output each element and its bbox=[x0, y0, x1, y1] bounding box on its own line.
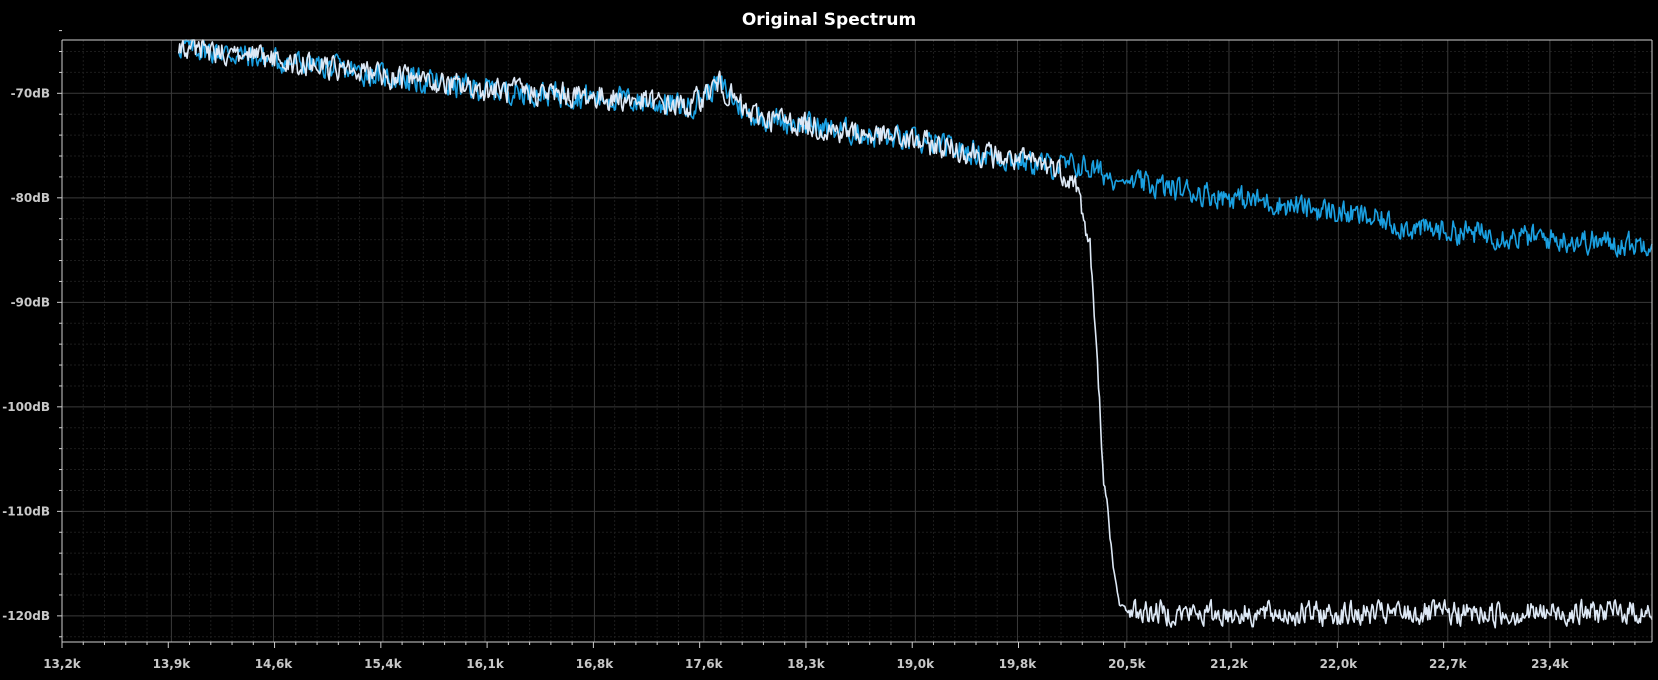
y-tick-label: -70dB bbox=[11, 86, 50, 100]
x-tick-label: 18,3k bbox=[787, 657, 826, 671]
y-tick-label: -90dB bbox=[11, 295, 50, 309]
y-tick-label: -120dB bbox=[2, 609, 50, 623]
y-tick-label: -80dB bbox=[11, 191, 50, 205]
y-tick-label: -110dB bbox=[2, 504, 50, 518]
x-tick-label: 19,0k bbox=[897, 657, 936, 671]
series-line-2 bbox=[177, 39, 1653, 629]
x-tick-label: 13,9k bbox=[153, 657, 192, 671]
x-tick-label: 14,6k bbox=[255, 657, 294, 671]
series-line-1 bbox=[177, 39, 1653, 258]
x-tick-label: 16,8k bbox=[576, 657, 615, 671]
chart-title: Original Spectrum bbox=[741, 10, 917, 30]
x-tick-label: 16,1k bbox=[466, 657, 505, 671]
y-tick-label: -100dB bbox=[2, 400, 50, 414]
x-tick-label: 21,2k bbox=[1210, 657, 1249, 671]
x-tick-label: 17,6k bbox=[685, 657, 724, 671]
x-tick-label: 19,8k bbox=[999, 657, 1038, 671]
x-tick-label: 20,5k bbox=[1108, 657, 1147, 671]
x-tick-label: 13,2k bbox=[43, 657, 82, 671]
x-tick-label: 22,0k bbox=[1320, 657, 1359, 671]
x-tick-label: 23,4k bbox=[1531, 657, 1570, 671]
x-tick-label: 15,4k bbox=[364, 657, 403, 671]
x-tick-label: 22,7k bbox=[1429, 657, 1468, 671]
